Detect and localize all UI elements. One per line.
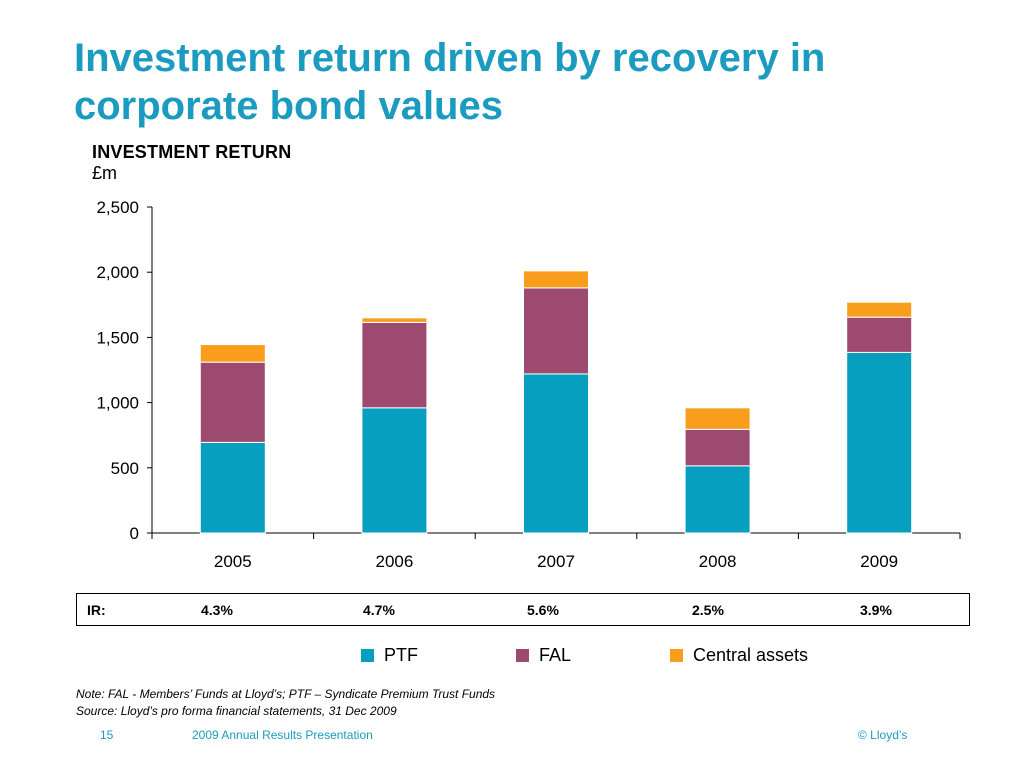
chart-title: INVESTMENT RETURN: [92, 142, 292, 162]
legend-label: FAL: [539, 645, 572, 665]
stacked-bar-chart: 0 500 1,000 1,500 2,000 2,500 2005 2006 2007 2008…: [96, 198, 961, 571]
y-tick-label: 2,500: [96, 198, 139, 217]
page-number: 15: [100, 728, 114, 742]
x-tick-label: 2006: [375, 552, 413, 571]
ir-value: 4.3%: [201, 602, 233, 618]
bar-segment: [523, 270, 589, 289]
y-tick-label: 2,000: [96, 263, 139, 282]
ir-value: 5.6%: [527, 602, 559, 618]
bar-segment: [361, 407, 428, 534]
ir-value: 4.7%: [363, 602, 395, 618]
y-tick-label: 1,000: [96, 394, 139, 413]
bar-segment: [846, 351, 913, 534]
bar-segment: [199, 344, 266, 363]
bar-segment: [523, 287, 589, 375]
y-tick-label: 500: [111, 459, 139, 478]
bar-segment: [199, 441, 266, 534]
chart-legend: PTF FAL Central assets: [0, 645, 1024, 669]
x-tick-label: 2007: [537, 552, 575, 571]
bar-segment: [684, 428, 751, 467]
legend-item-central-assets: Central assets: [670, 645, 808, 666]
y-tick-label: 1,500: [96, 328, 139, 347]
legend-label: PTF: [384, 645, 418, 665]
ir-value: 2.5%: [692, 602, 724, 618]
legend-swatch: [670, 649, 683, 662]
bar-segment: [361, 321, 428, 409]
legend-item-ptf: PTF: [361, 645, 418, 666]
bar-segment: [684, 407, 751, 430]
source-text: Source: Lloyd’s pro forma financial stat…: [76, 704, 397, 718]
y-tick-label: 0: [130, 524, 139, 543]
copyright: © Lloyd’s: [858, 728, 908, 742]
bar-segment: [523, 373, 589, 534]
bar-segment: [199, 361, 266, 443]
x-tick-label: 2005: [214, 552, 252, 571]
ir-value: 3.9%: [860, 602, 892, 618]
footnote: Note: FAL - Members’ Funds at Lloyd’s; P…: [76, 686, 495, 720]
note-text: Note: FAL - Members’ Funds at Lloyd’s; P…: [76, 687, 496, 701]
footer-text: 2009 Annual Results Presentation: [192, 728, 373, 742]
legend-item-fal: FAL: [516, 645, 571, 666]
bar-segment: [684, 465, 751, 534]
x-tick-label: 2009: [860, 552, 898, 571]
bar-segment: [361, 317, 428, 323]
ir-label: IR:: [87, 602, 106, 618]
legend-swatch: [516, 649, 529, 662]
legend-swatch: [361, 649, 374, 662]
bar-segment: [846, 316, 913, 353]
ir-row: IR: 4.3% 4.7% 5.6% 2.5% 3.9%: [76, 593, 970, 626]
x-tick-label: 2008: [699, 552, 737, 571]
bar-segment: [846, 301, 913, 318]
slide-title: Investment return driven by recovery in …: [74, 36, 826, 128]
legend-label: Central assets: [693, 645, 809, 665]
y-axis-unit: £m: [92, 163, 118, 183]
